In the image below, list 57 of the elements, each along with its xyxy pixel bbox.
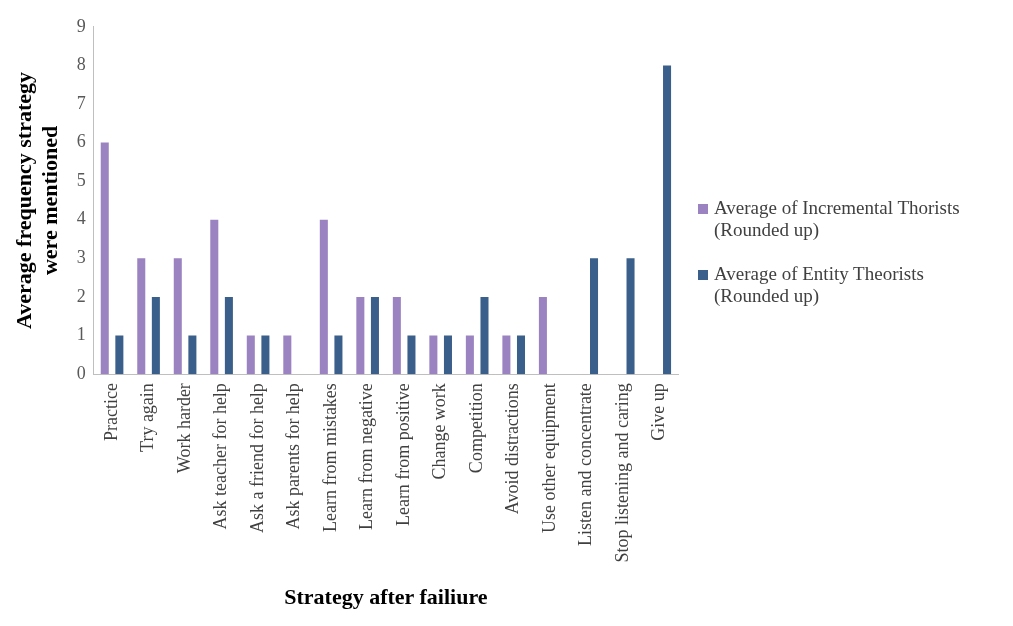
y-tick-label: 9 [76,15,86,36]
bar [100,142,109,375]
bar [465,335,474,375]
bar [115,335,124,375]
y-tick-label: 3 [76,247,86,268]
bar [538,296,547,375]
bar [590,258,599,375]
legend-label: Average of Entity Theorists (Rounded up) [714,263,925,307]
x-tick-label: Change work [429,383,450,480]
bar [663,65,672,375]
bar [356,296,365,375]
y-axis-title: Average frequency strategy were mentioned [10,71,63,329]
bar [502,335,511,375]
x-tick-label: Competition [465,383,486,474]
x-tick-label: Avoid distractions [502,383,523,515]
bar [443,335,452,375]
y-tick-label: 7 [76,92,86,113]
bar [626,258,635,375]
y-tick-label: 0 [76,362,86,383]
bar [392,296,401,375]
y-tick-label: 6 [76,131,86,152]
y-tick-label: 2 [76,285,86,306]
x-tick-label: Learn from mistakes [319,383,340,533]
bar [283,335,292,375]
bar [173,258,182,375]
bar [407,335,416,375]
x-tick-label: Work harder [173,383,194,474]
x-tick-label: Give up [648,383,669,441]
y-tick-label: 5 [76,169,86,190]
bar [224,296,233,375]
x-tick-label: Try again [137,383,158,452]
bar [370,296,379,375]
y-tick-label: 8 [76,54,86,75]
bar [151,296,160,375]
x-tick-label: Ask parents for help [283,383,304,530]
x-tick-label: Listen and concentrate [575,383,596,547]
x-tick-label: Stop listening and caring [611,383,632,563]
bar [429,335,438,375]
bar [137,258,146,375]
x-tick-label: Use other equipment [538,383,559,534]
bar [516,335,526,375]
bar [261,335,270,375]
bar [246,335,255,375]
bar [480,296,489,375]
bar [188,335,197,375]
legend-label: Average of Incremental Thorists (Rounded up) [714,197,961,241]
bar [319,219,328,375]
y-tick-label: 1 [76,324,86,345]
x-tick-label: Practice [100,383,121,442]
bar [210,219,219,375]
x-tick-label: Ask a friend for help [246,383,267,534]
x-tick-label: Learn from negative [356,383,377,531]
x-axis-title: Strategy after failiure [284,584,488,610]
x-tick-label: Learn from positive [392,383,413,527]
bar [334,335,343,375]
x-tick-label: Ask teacher for help [210,383,231,530]
y-tick-label: 4 [76,208,86,229]
